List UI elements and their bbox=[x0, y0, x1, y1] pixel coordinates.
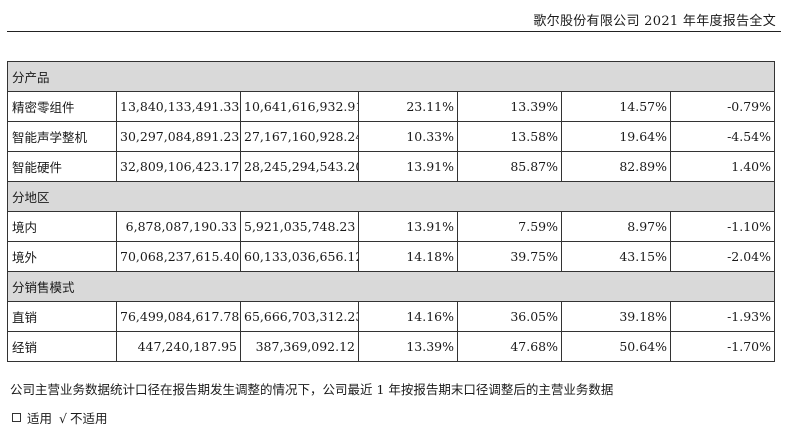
value-cell: 447,240,187.95 bbox=[116, 331, 241, 362]
row-label-cell: 直销 bbox=[7, 301, 117, 332]
row-label-cell: 境外 bbox=[7, 241, 117, 272]
value-cell: 23.11% bbox=[358, 91, 458, 122]
table-row: 直销 76,499,084,617.78 65,666,703,312.23 14.1… bbox=[7, 301, 776, 332]
section-row: 分销售模式 bbox=[6, 271, 776, 302]
value-cell: 28,245,294,543.20 bbox=[240, 151, 359, 182]
section-row: 分地区 bbox=[6, 181, 776, 212]
value-cell: 19.64% bbox=[561, 121, 671, 152]
value-cell: 10,641,616,932.91 bbox=[240, 91, 359, 122]
check-mark-icon: √ bbox=[59, 411, 67, 426]
value-cell: 8.97% bbox=[561, 211, 671, 242]
main-business-table: 分产品 精密零组件 13,840,133,491.33 10,641,616,932.… bbox=[6, 61, 776, 362]
row-label-cell: 精密零组件 bbox=[7, 91, 117, 122]
row-label-cell: 境内 bbox=[7, 211, 117, 242]
value-cell: 30,297,084,891.23 bbox=[116, 121, 241, 152]
value-cell: 13.91% bbox=[358, 151, 458, 182]
value-cell: 32,809,106,423.17 bbox=[116, 151, 241, 182]
value-cell: 43.15% bbox=[561, 241, 671, 272]
adjustment-note: 公司主营业务数据统计口径在报告期发生调整的情况下，公司最近 1 年按报告期末口径… bbox=[10, 382, 614, 397]
value-cell: 60,133,036,656.12 bbox=[240, 241, 359, 272]
value-cell: 27,167,160,928.24 bbox=[240, 121, 359, 152]
value-cell: -0.79% bbox=[669, 91, 776, 122]
table-row: 智能声学整机 30,297,084,891.23 27,167,160,928.24… bbox=[7, 121, 776, 152]
row-label-cell: 智能硬件 bbox=[7, 151, 117, 182]
value-cell: -2.04% bbox=[669, 241, 776, 272]
value-cell: 14.16% bbox=[358, 301, 458, 332]
value-cell: 14.57% bbox=[561, 91, 671, 122]
value-cell: 47.68% bbox=[457, 331, 562, 362]
value-cell: 7.59% bbox=[457, 211, 562, 242]
row-label-cell: 经销 bbox=[7, 331, 117, 362]
value-cell: 6,878,087,190.33 bbox=[116, 211, 241, 242]
header-divider bbox=[7, 31, 781, 32]
value-cell: 13.39% bbox=[457, 91, 562, 122]
value-cell: -1.70% bbox=[669, 331, 776, 362]
value-cell: -1.10% bbox=[669, 211, 776, 242]
value-cell: 13,840,133,491.33 bbox=[116, 91, 241, 122]
report-header-title: 歌尔股份有限公司 2021 年年度报告全文 bbox=[533, 14, 776, 29]
table-row: 境内 6,878,087,190.33 5,921,035,748.23 13.91%… bbox=[7, 211, 776, 242]
empty-checkbox-icon bbox=[12, 413, 21, 422]
section-title: 分产品 bbox=[6, 61, 776, 92]
applicable-label: 适用 bbox=[27, 411, 53, 426]
value-cell: -4.54% bbox=[669, 121, 776, 152]
value-cell: -1.93% bbox=[669, 301, 776, 332]
section-title: 分地区 bbox=[6, 181, 776, 212]
table-row: 经销 447,240,187.95 387,369,092.12 13.39% 47.6… bbox=[7, 331, 776, 362]
applicability-options: 适用 √ 不适用 bbox=[12, 408, 108, 427]
value-cell: 39.18% bbox=[561, 301, 671, 332]
value-cell: 36.05% bbox=[457, 301, 562, 332]
value-cell: 50.64% bbox=[561, 331, 671, 362]
row-label-cell: 智能声学整机 bbox=[7, 121, 117, 152]
value-cell: 1.40% bbox=[669, 151, 776, 182]
value-cell: 76,499,084,617.78 bbox=[116, 301, 241, 332]
table-row: 境外 70,068,237,615.40 60,133,036,656.12 14.1… bbox=[7, 241, 776, 272]
value-cell: 13.39% bbox=[358, 331, 458, 362]
table-body: 分产品 精密零组件 13,840,133,491.33 10,641,616,932.… bbox=[6, 61, 776, 362]
not-applicable-label: 不适用 bbox=[69, 411, 108, 426]
value-cell: 85.87% bbox=[457, 151, 562, 182]
section-row: 分产品 bbox=[6, 61, 776, 92]
value-cell: 65,666,703,312.23 bbox=[240, 301, 359, 332]
table-row: 智能硬件 32,809,106,423.17 28,245,294,543.20 13… bbox=[7, 151, 776, 182]
value-cell: 14.18% bbox=[358, 241, 458, 272]
table-row: 精密零组件 13,840,133,491.33 10,641,616,932.91 2… bbox=[7, 91, 776, 122]
value-cell: 10.33% bbox=[358, 121, 458, 152]
value-cell: 82.89% bbox=[561, 151, 671, 182]
value-cell: 387,369,092.12 bbox=[240, 331, 359, 362]
value-cell: 13.91% bbox=[358, 211, 458, 242]
value-cell: 70,068,237,615.40 bbox=[116, 241, 241, 272]
value-cell: 5,921,035,748.23 bbox=[240, 211, 359, 242]
value-cell: 39.75% bbox=[457, 241, 562, 272]
value-cell: 13.58% bbox=[457, 121, 562, 152]
section-title: 分销售模式 bbox=[6, 271, 776, 302]
